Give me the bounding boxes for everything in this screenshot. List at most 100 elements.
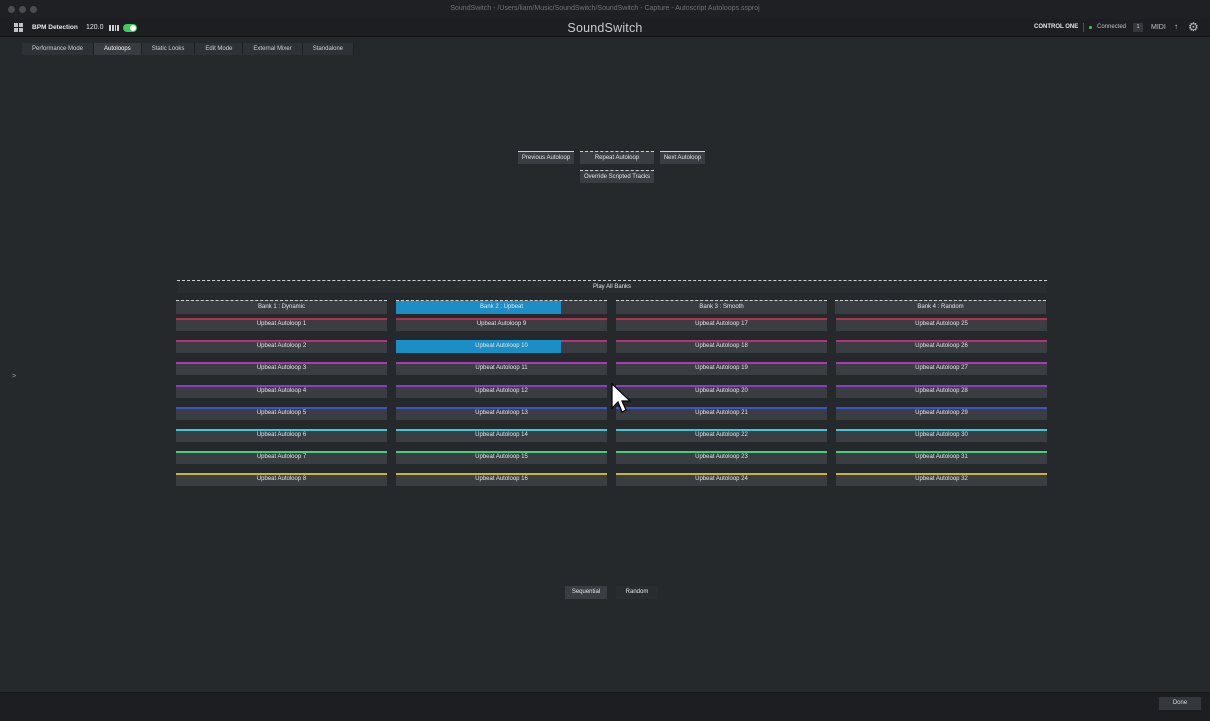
device-name: CONTROL ONE (1034, 24, 1079, 30)
sequential-mode-button[interactable]: Sequential (565, 586, 607, 599)
autoloop-8-button[interactable]: Upbeat Autoloop 8 (176, 473, 387, 486)
loop-color-bar (176, 318, 387, 320)
tab-static-looks[interactable]: Static Looks (141, 43, 196, 55)
autoloop-5-button[interactable]: Upbeat Autoloop 5 (176, 407, 387, 420)
loop-color-bar (836, 340, 1047, 342)
next-autoloop-button[interactable]: Next Autoloop (660, 151, 705, 164)
autoloop-31-button[interactable]: Upbeat Autoloop 31 (836, 451, 1047, 464)
autoloop-4-button[interactable]: Upbeat Autoloop 4 (176, 385, 387, 398)
loop-color-bar (836, 318, 1047, 320)
loop-color-bar (616, 429, 827, 431)
autoloop-25-button[interactable]: Upbeat Autoloop 25 (836, 318, 1047, 331)
loop-label: Upbeat Autoloop 31 (915, 454, 968, 460)
autoloop-16-button[interactable]: Upbeat Autoloop 16 (396, 473, 607, 486)
tab-edit-mode[interactable]: Edit Mode (195, 43, 244, 55)
bpm-detection-label: BPM Detection (32, 24, 78, 31)
loop-label: Upbeat Autoloop 26 (915, 343, 968, 349)
chevron-right-icon[interactable]: > (12, 373, 17, 380)
random-mode-button[interactable]: Random (616, 586, 658, 599)
connection-status: Connected (1097, 24, 1127, 30)
repeat-autoloop-button[interactable]: Repeat Autoloop (580, 151, 654, 164)
loop-label: Upbeat Autoloop 14 (475, 432, 528, 438)
loop-label: Upbeat Autoloop 20 (695, 388, 748, 394)
autoloop-15-button[interactable]: Upbeat Autoloop 15 (396, 451, 607, 464)
tab-external-mixer[interactable]: External Mixer (243, 43, 303, 55)
arrow-up-icon[interactable]: ↑ (1174, 22, 1178, 31)
tab-standalone[interactable]: Standalone (302, 43, 355, 55)
midi-button[interactable]: MIDI (1151, 24, 1166, 31)
window-titlebar: SoundSwitch - /Users/liam/Music/SoundSwi… (0, 0, 1210, 20)
minimize-window-button[interactable] (19, 6, 26, 13)
autoloop-3-button[interactable]: Upbeat Autoloop 3 (176, 362, 387, 375)
override-scripted-tracks-button[interactable]: Override Scripted Tracks (580, 170, 654, 183)
loop-label: Upbeat Autoloop 7 (256, 454, 307, 460)
autoloop-1-button[interactable]: Upbeat Autoloop 1 (176, 318, 387, 331)
loop-color-bar (616, 362, 827, 364)
autoloop-12-button[interactable]: Upbeat Autoloop 12 (396, 385, 607, 398)
loop-label: Upbeat Autoloop 25 (915, 321, 968, 327)
play-all-banks-button[interactable]: Play All Banks (177, 280, 1047, 293)
tab-autoloops[interactable]: Autoloops (94, 43, 142, 55)
autoloop-13-button[interactable]: Upbeat Autoloop 13 (396, 407, 607, 420)
bank-4-button[interactable]: Bank 4 : Random (835, 300, 1046, 314)
autoloop-17-button[interactable]: Upbeat Autoloop 17 (616, 318, 827, 331)
loop-label: Upbeat Autoloop 22 (695, 432, 748, 438)
autoloop-32-button[interactable]: Upbeat Autoloop 32 (836, 473, 1047, 486)
loop-label: Upbeat Autoloop 19 (695, 365, 748, 371)
loop-color-bar (176, 473, 387, 475)
loop-label: Upbeat Autoloop 27 (915, 365, 968, 371)
gear-icon[interactable]: ⚙ (1188, 20, 1199, 34)
autoloop-30-button[interactable]: Upbeat Autoloop 30 (836, 429, 1047, 442)
divider (1083, 23, 1084, 32)
autoloop-11-button[interactable]: Upbeat Autoloop 11 (396, 362, 607, 375)
close-window-button[interactable] (8, 6, 15, 13)
bank-label: Bank 1 : Dynamic (257, 304, 306, 310)
loop-color-bar (396, 451, 607, 453)
grid-menu-icon[interactable] (14, 23, 23, 32)
loop-color-bar (176, 451, 387, 453)
bank-label: Bank 4 : Random (917, 304, 964, 310)
autoloop-21-button[interactable]: Upbeat Autoloop 21 (616, 407, 827, 420)
loop-label: Upbeat Autoloop 12 (475, 388, 528, 394)
mode-tabs: Performance Mode Autoloops Static Looks … (22, 43, 355, 55)
bpm-value[interactable]: 120.0 (86, 24, 104, 31)
loop-color-bar (836, 385, 1047, 387)
loop-label: Upbeat Autoloop 2 (256, 343, 307, 349)
autoloop-19-button[interactable]: Upbeat Autoloop 19 (616, 362, 827, 375)
loop-label: Upbeat Autoloop 29 (915, 410, 968, 416)
loop-label: Upbeat Autoloop 9 (476, 321, 527, 327)
autoloop-2-button[interactable]: Upbeat Autoloop 2 (176, 340, 387, 353)
autoloop-10-button[interactable]: Upbeat Autoloop 10 (396, 340, 607, 353)
autoloop-28-button[interactable]: Upbeat Autoloop 28 (836, 385, 1047, 398)
loop-color-bar (396, 362, 607, 364)
autoloop-9-button[interactable]: Upbeat Autoloop 9 (396, 318, 607, 331)
autoloop-22-button[interactable]: Upbeat Autoloop 22 (616, 429, 827, 442)
tab-performance-mode[interactable]: Performance Mode (22, 43, 95, 55)
loop-color-bar (616, 385, 827, 387)
done-button[interactable]: Done (1159, 697, 1201, 710)
bpm-detection-toggle[interactable] (123, 24, 137, 32)
autoloop-26-button[interactable]: Upbeat Autoloop 26 (836, 340, 1047, 353)
autoloop-6-button[interactable]: Upbeat Autoloop 6 (176, 429, 387, 442)
loop-color-bar (616, 318, 827, 320)
app-logo: SoundSwitch (567, 21, 643, 35)
autoloop-7-button[interactable]: Upbeat Autoloop 7 (176, 451, 387, 464)
autoloop-23-button[interactable]: Upbeat Autoloop 23 (616, 451, 827, 464)
loop-label: Upbeat Autoloop 32 (915, 476, 968, 482)
autoloop-14-button[interactable]: Upbeat Autoloop 14 (396, 429, 607, 442)
loop-label: Upbeat Autoloop 4 (256, 388, 307, 394)
loop-label: Upbeat Autoloop 15 (475, 454, 528, 460)
autoloop-27-button[interactable]: Upbeat Autoloop 27 (836, 362, 1047, 375)
autoloop-29-button[interactable]: Upbeat Autoloop 29 (836, 407, 1047, 420)
loop-color-bar (176, 429, 387, 431)
zoom-window-button[interactable] (30, 6, 37, 13)
autoloop-18-button[interactable]: Upbeat Autoloop 18 (616, 340, 827, 353)
previous-autoloop-button[interactable]: Previous Autoloop (518, 151, 574, 164)
loop-color-bar (616, 451, 827, 453)
autoloop-24-button[interactable]: Upbeat Autoloop 24 (616, 473, 827, 486)
autoloop-20-button[interactable]: Upbeat Autoloop 20 (616, 385, 827, 398)
bank-1-button[interactable]: Bank 1 : Dynamic (176, 300, 387, 314)
bank-2-button[interactable]: Bank 2 : Upbeat (396, 300, 607, 314)
bank-3-button[interactable]: Bank 3 : Smooth (616, 300, 827, 314)
bottom-bar (0, 692, 1210, 721)
